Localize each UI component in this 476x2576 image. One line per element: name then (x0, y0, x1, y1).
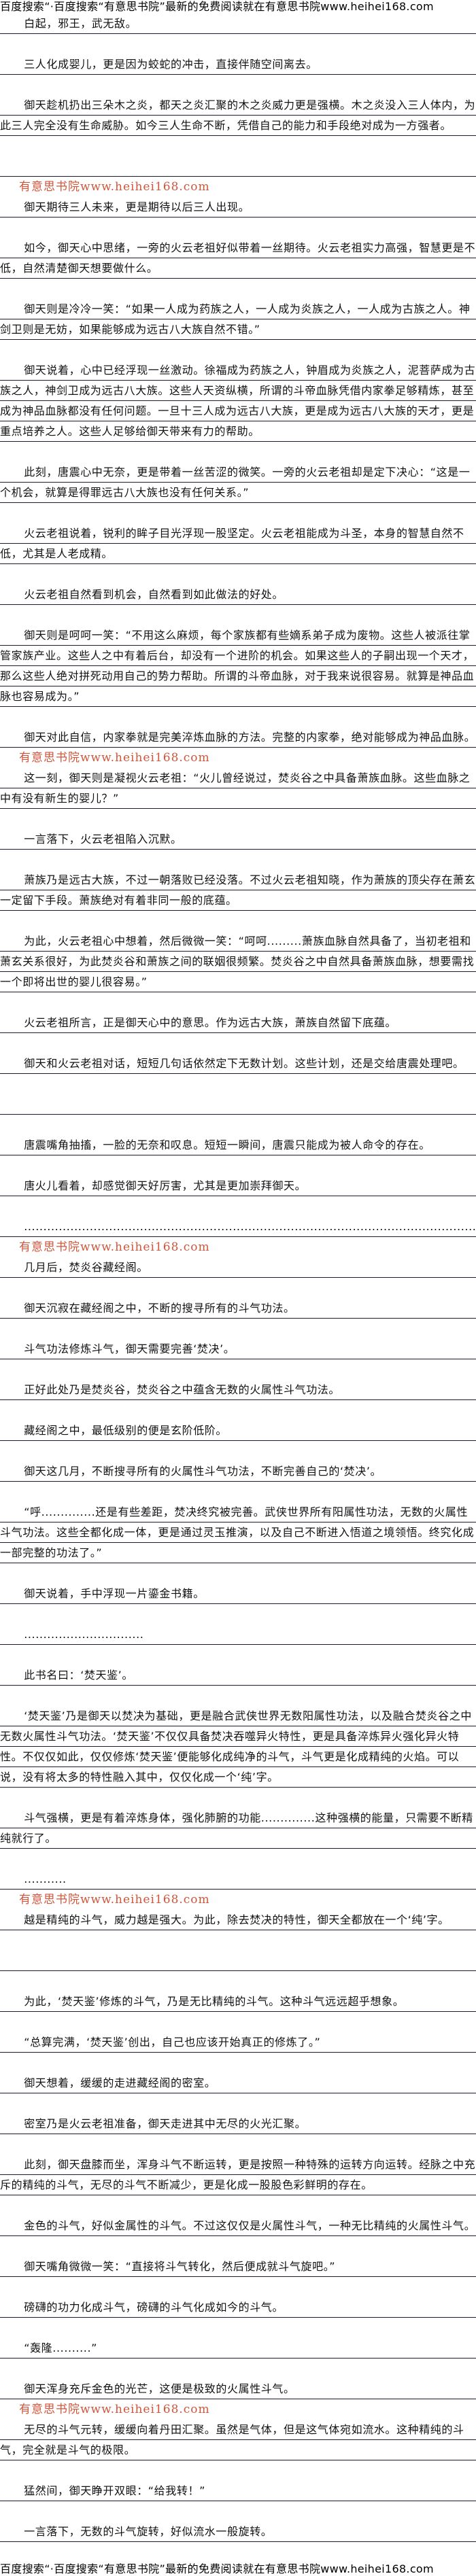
paragraph: 御天则是冷冷一笑：“如果一人成为药族之人，一人成为炎族之人，一人成为古族之人。神… (0, 299, 476, 340)
paragraph: 正好此处乃是焚炎谷，焚炎谷之中蕴含无数的火属性斗气功法。 (0, 1380, 476, 1400)
paragraph: 御天浑身充斥金色的光芒，这便是极致的火属性斗气。 (0, 2379, 476, 2399)
paragraph: 藏经阁之中，最低级别的便是玄阶低阶。 (0, 1421, 476, 1441)
paragraph: 金色的斗气，好似金属性的斗气。不过这仅仅是火属性斗气，一种无比精纯的火属性斗气。 (0, 2216, 476, 2236)
paragraph: 御天想着，缓缓的走进藏经阁的密室。 (0, 2073, 476, 2093)
paragraph: 火云老祖说着，锐利的眸子目光浮现一股坚定。火云老祖能成为斗圣，本身的智慧自然不低… (0, 523, 476, 564)
paragraph: 这一刻，御天则是凝视火云老祖：“火儿曾经说过，焚炎谷之中具备萧族血脉。这些血脉之… (0, 768, 476, 809)
paragraph: 几月后，焚炎谷藏经阁。 (0, 1257, 476, 1278)
paragraph: 御天说着，手中浮现一片鎏金书籍。 (0, 1584, 476, 1604)
paragraph: 一言落下，火云老祖陷入沉默。 (0, 829, 476, 850)
paragraph: 磅礴的功力化成斗气，磅礴的斗气化成如今的斗气。 (0, 2297, 476, 2318)
paragraph: 御天则是呵呵一笑：“不用这么麻烦，每个家族都有些嫡系弟子成为废物。这些人被派往掌… (0, 625, 476, 707)
paragraph: 火云老祖所言，正是御天心中的意思。作为远古大族，萧族自然留下底蕴。 (0, 1013, 476, 1033)
paragraph: 此刻，唐震心中无奈，更是带着一丝苦涩的微笑。一旁的火云老祖却是定下决心：“这是一… (0, 462, 476, 503)
watermark: 有意思书院www.heihei168.com (19, 1240, 210, 1254)
paragraph: 火云老祖自然看到机会，自然看到如此做法的好处。 (0, 585, 476, 605)
watermark: 有意思书院www.heihei168.com (19, 751, 210, 765)
paragraph: 无尽的斗气元转，缓缓向着丹田汇聚。虽然是气体，但是这气体宛如流水。这种精纯的斗气… (0, 2420, 476, 2460)
paragraph: 此书名曰：‘焚天鉴’。 (0, 1665, 476, 1686)
paragraph: 唐火儿看着，却感觉御天好厉害，尤其是更加崇拜御天。 (0, 1176, 476, 1196)
paragraph: 一言落下，无数的斗气旋转，好似流水一般旋转。 (0, 2522, 476, 2542)
paragraph: ‘焚天鉴’乃是御天以焚决为基础，更是融合武侠世界无数阳属性功法，以及融合焚炎谷之… (0, 1706, 476, 1788)
paragraph: 此刻，御天盘膝而坐，浑身斗气不断运转，更是按照一种特殊的运转方向运转。经脉之中充… (0, 2155, 476, 2195)
paragraph (0, 1951, 476, 1971)
paragraph: “呼..............还是有些差距，焚决终究被完善。武侠世界所有阳属性… (0, 1502, 476, 1563)
paragraph: 御天这几月，不断搜寻所有的火属性斗气功法，不断完善自己的‘焚决’。 (0, 1461, 476, 1482)
paragraph: 御天趁机扔出三朵木之炎，都天之炎汇聚的木之炎威力更是强横。木之炎没入三人体内，为… (0, 95, 476, 136)
paragraph: 御天对此自信，内家拳就是完美淬炼血脉的方法。完整的内家拳，绝对能够成为神品血脉。 (0, 727, 476, 748)
paragraph: 唐震嘴角抽搐，一脸的无奈和叹息。短短一瞬间，唐震只能成为被人命令的存在。 (0, 1135, 476, 1155)
paragraph: 白起，邪王，武无敌。 (0, 14, 476, 34)
paragraph: “总算完满，‘焚天鉴’创出，自己也应该开始真正的修炼了。” (0, 2032, 476, 2053)
paragraph: 萧族乃是远古大族，不过一朝落败已经没落。不过火云老祖知晓，作为萧族的顶尖存在萧玄… (0, 870, 476, 911)
paragraph: 密室乃是火云老祖准备，御天走进其中无尽的火光汇聚。 (0, 2114, 476, 2134)
paragraph: 为此，火云老祖心中想着，然后微微一笑：“呵呵.........萧族血脉自然具备了… (0, 931, 476, 992)
paragraph: 御天沉寂在藏经阁之中，不断的搜寻所有的斗气功法。 (0, 1298, 476, 1319)
paragraph: “轰隆..........” (0, 2338, 476, 2359)
paragraph (0, 156, 476, 177)
watermark: 有意思书院www.heihei168.com (19, 2403, 210, 2416)
paragraph: ........................................… (0, 1217, 476, 1237)
top-banner: 百度搜索“·百度搜索“有意思书院”最新的免费阅读就在有意思书院www.heihe… (0, 0, 434, 13)
watermark: 有意思书院www.heihei168.com (19, 180, 210, 194)
bottom-banner: 百度搜索“·百度搜索“有意思书院”最新的免费阅读就在有意思书院www.heihe… (0, 2562, 434, 2575)
paragraph: 斗气功法修炼斗气，御天需要完善‘焚决’。 (0, 1339, 476, 1359)
paragraph: 如今，御天心中思绪，一旁的火云老祖好似带着一丝期待。火云老祖实力高强，智慧更是不… (0, 238, 476, 279)
paragraph: 为此，‘焚天鉴’修炼的斗气，乃是无比精纯的斗气。这种斗气远远超乎想象。 (0, 1991, 476, 2012)
chapter-body: 白起，邪王，武无敌。 三人化成婴儿，更是因为蛟蛇的冲击，直接伴随空间离去。御天趁机… (0, 14, 476, 2542)
paragraph (0, 1094, 476, 1115)
paragraph: 御天嘴角微微一笑：“直接将斗气转化，然后便成就斗气旋吧。” (0, 2257, 476, 2277)
paragraph: 御天期待三人未来，更是期待以后三人出现。 (0, 197, 476, 217)
watermark: 有意思书院www.heihei168.com (19, 1893, 210, 1907)
paragraph: 猛然间，御天睁开双眼：“给我转！” (0, 2481, 476, 2501)
paragraph: 三人化成婴儿，更是因为蛟蛇的冲击，直接伴随空间离去。 (0, 54, 476, 75)
paragraph: ........... (0, 1869, 476, 1890)
paragraph: 御天和火云老祖对话，短短几句话依然定下无数计划。这些计划，还是交给唐震处理吧。 (0, 1054, 476, 1074)
paragraph: ............................... (0, 1624, 476, 1645)
paragraph: 御天说着，心中已经浮现一丝激动。徐福成为药族之人，钟眉成为炎族之人，泥菩萨成为古… (0, 360, 476, 442)
paragraph: 斗气强横，更是有着淬炼身体，强化肺腑的功能..............这种强横的… (0, 1808, 476, 1849)
paragraph: 越是精纯的斗气，威力越是强大。为此，除去焚决的特性，御天全都放在一个‘纯’字。 (0, 1910, 476, 1930)
